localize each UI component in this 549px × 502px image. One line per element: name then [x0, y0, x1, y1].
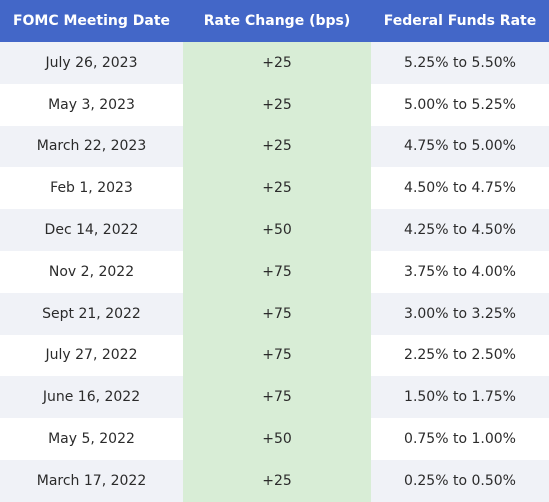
- table-row: May 5, 2022 +50 0.75% to 1.00%: [0, 418, 549, 460]
- funds-rate-cell: 3.00% to 3.25%: [371, 292, 549, 335]
- meeting-date-cell: June 16, 2022: [0, 376, 183, 419]
- funds-rate-cell: 1.50% to 1.75%: [371, 376, 549, 419]
- meeting-date-cell: Dec 14, 2022: [0, 209, 183, 251]
- rate-change-cell: +25: [183, 167, 371, 210]
- table-row: Nov 2, 2022 +75 3.75% to 4.00%: [0, 250, 549, 293]
- funds-rate-cell: 2.25% to 2.50%: [371, 334, 549, 377]
- funds-rate-cell: 4.75% to 5.00%: [371, 125, 549, 168]
- funds-rate-cell: 4.50% to 4.75%: [371, 167, 549, 210]
- rate-change-cell: +75: [183, 376, 371, 419]
- rate-change-cell: +25: [183, 42, 371, 84]
- table-row: March 22, 2023 +25 4.75% to 5.00%: [0, 125, 549, 168]
- meeting-date-cell: May 5, 2022: [0, 418, 183, 460]
- meeting-date-cell: July 27, 2022: [0, 334, 183, 377]
- header-rate-change: Rate Change (bps): [183, 0, 371, 42]
- rate-change-cell: +25: [183, 83, 371, 126]
- rate-change-cell: +25: [183, 125, 371, 168]
- rate-change-cell: +50: [183, 209, 371, 251]
- funds-rate-cell: 5.25% to 5.50%: [371, 42, 549, 84]
- funds-rate-cell: 0.25% to 0.50%: [371, 459, 549, 502]
- table-row: May 3, 2023 +25 5.00% to 5.25%: [0, 83, 549, 126]
- meeting-date-cell: March 22, 2023: [0, 125, 183, 168]
- table-row: Feb 1, 2023 +25 4.50% to 4.75%: [0, 167, 549, 210]
- funds-rate-cell: 4.25% to 4.50%: [371, 209, 549, 251]
- meeting-date-cell: Sept 21, 2022: [0, 292, 183, 335]
- table-row: March 17, 2022 +25 0.25% to 0.50%: [0, 459, 549, 502]
- header-meeting-date: FOMC Meeting Date: [0, 0, 183, 42]
- funds-rate-cell: 3.75% to 4.00%: [371, 250, 549, 293]
- rate-change-cell: +75: [183, 250, 371, 293]
- meeting-date-cell: March 17, 2022: [0, 459, 183, 502]
- funds-rate-cell: 0.75% to 1.00%: [371, 418, 549, 460]
- rate-change-cell: +25: [183, 459, 371, 502]
- meeting-date-cell: May 3, 2023: [0, 83, 183, 126]
- meeting-date-cell: Nov 2, 2022: [0, 250, 183, 293]
- meeting-date-cell: Feb 1, 2023: [0, 167, 183, 210]
- table-header: FOMC Meeting Date Rate Change (bps) Fede…: [0, 0, 549, 42]
- header-row: FOMC Meeting Date Rate Change (bps) Fede…: [0, 0, 549, 42]
- table-row: July 27, 2022 +75 2.25% to 2.50%: [0, 334, 549, 377]
- table-row: Sept 21, 2022 +75 3.00% to 3.25%: [0, 292, 549, 335]
- table-row: Dec 14, 2022 +50 4.25% to 4.50%: [0, 209, 549, 251]
- funds-rate-cell: 5.00% to 5.25%: [371, 83, 549, 126]
- header-federal-funds-rate: Federal Funds Rate: [371, 0, 549, 42]
- rate-change-cell: +75: [183, 292, 371, 335]
- rate-change-cell: +50: [183, 418, 371, 460]
- meeting-date-cell: July 26, 2023: [0, 42, 183, 84]
- table-row: July 26, 2023 +25 5.25% to 5.50%: [0, 42, 549, 84]
- table-body: July 26, 2023 +25 5.25% to 5.50% May 3, 202…: [0, 42, 549, 502]
- table-row: June 16, 2022 +75 1.50% to 1.75%: [0, 376, 549, 419]
- rate-change-cell: +75: [183, 334, 371, 377]
